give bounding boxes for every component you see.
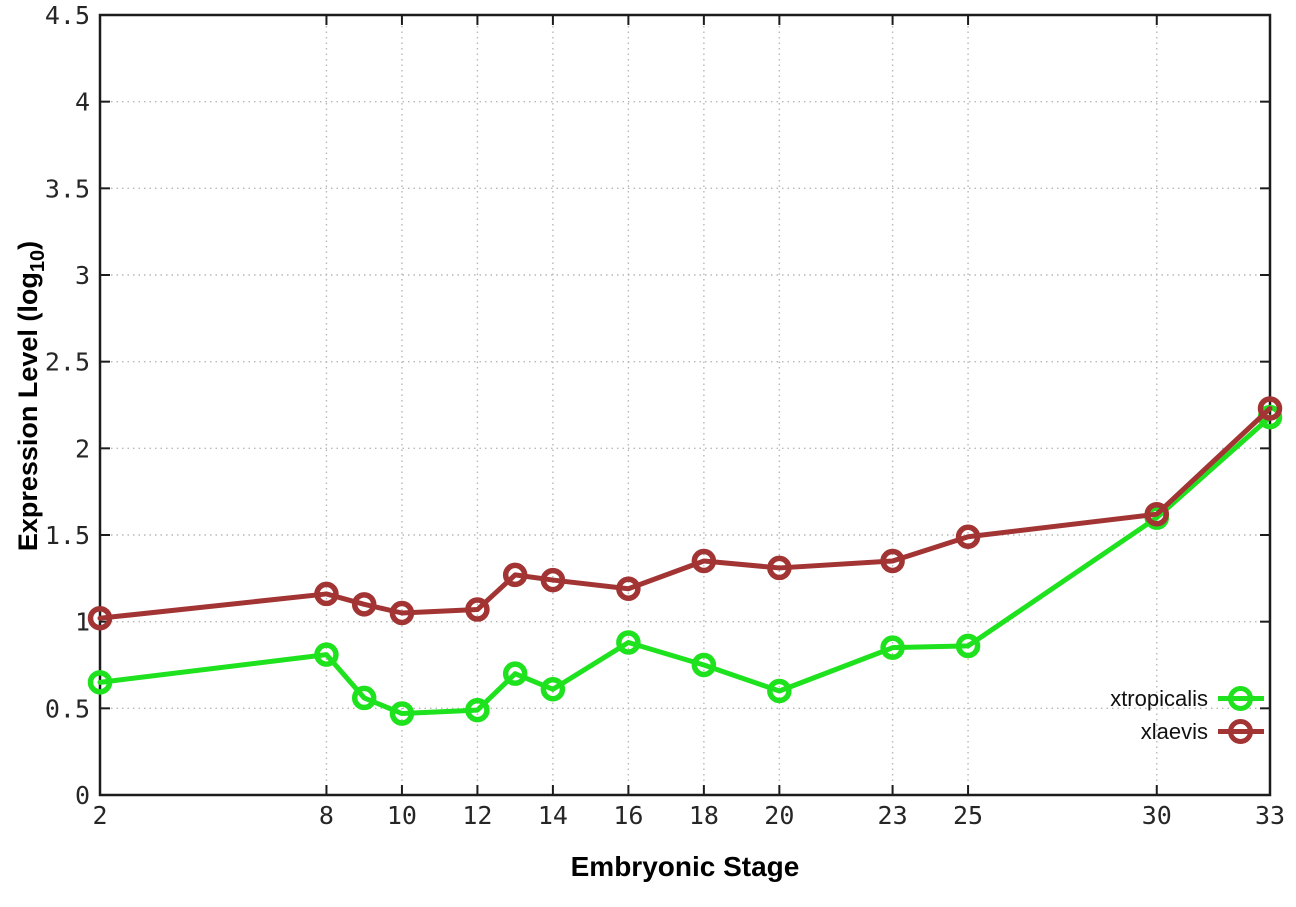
x-tick-label: 23	[878, 801, 908, 830]
series-xlaevis-marker	[540, 567, 566, 593]
y-tick-label: 2.5	[45, 348, 90, 377]
legend-item-xtropicalis: xtropicalis	[1110, 682, 1264, 715]
series-xlaevis-marker	[351, 592, 377, 617]
x-tick-label: 8	[319, 801, 334, 830]
series-xtropicalis-marker	[314, 642, 339, 667]
series-xtropicalis-marker	[351, 685, 377, 711]
series-xtropicalis-marker	[502, 661, 528, 686]
series-xlaevis-marker	[1257, 396, 1283, 421]
x-tick-label: 12	[462, 801, 492, 830]
y-tick-label: 3	[75, 261, 90, 290]
y-tick-label: 1.5	[45, 521, 90, 550]
series-xlaevis-marker	[465, 597, 490, 622]
series-xtropicalis-marker	[767, 678, 792, 704]
series-xlaevis-marker	[87, 605, 113, 631]
series-xlaevis-marker	[767, 555, 792, 581]
y-axis-label-text: Expression Level (log	[13, 272, 43, 552]
x-axis-label: Embryonic Stage	[570, 851, 800, 882]
x-tick-label: 16	[613, 801, 643, 830]
series-xtropicalis-marker	[540, 677, 566, 702]
y-tick-label: 0.5	[45, 694, 90, 723]
x-tick-label: 20	[764, 801, 794, 830]
x-tick-label: 30	[1142, 801, 1172, 830]
plot-border	[98, 13, 1272, 797]
series-xtropicalis-marker	[616, 630, 641, 655]
series-xtropicalis-marker	[87, 670, 113, 695]
series-xlaevis-marker	[955, 524, 981, 549]
legend-item-xlaevis: xlaevis	[1110, 715, 1264, 748]
x-tick-label: 25	[953, 801, 983, 830]
y-axis-label: Expression Level (log10)	[10, 196, 49, 596]
series-xlaevis-marker	[880, 548, 905, 574]
legend-label-xtropicalis: xtropicalis	[1110, 685, 1208, 711]
series-xlaevis-marker	[616, 576, 641, 601]
legend-marker-xlaevis-icon	[1218, 715, 1264, 748]
y-tick-label: 3.5	[45, 174, 90, 203]
legend-label-xlaevis: xlaevis	[1140, 718, 1208, 744]
series-xtropicalis-marker	[389, 701, 415, 726]
series-xtropicalis-marker	[691, 652, 717, 678]
series-xtropicalis-marker	[465, 697, 490, 723]
x-tick-label: 2	[92, 801, 107, 830]
legend-ring-sample	[1228, 718, 1253, 744]
y-axis-label-subscript: 10	[27, 249, 49, 273]
x-tick-label: 14	[538, 801, 568, 830]
x-tick-label: 18	[689, 801, 719, 830]
series-xlaevis-line	[97, 405, 1273, 621]
y-axis-label-close: )	[13, 240, 43, 250]
series-xtropicalis-marker	[880, 635, 905, 660]
series-xlaevis-marker	[502, 562, 528, 588]
y-tick-label: 2	[75, 434, 90, 463]
y-tick-label: 4	[75, 88, 90, 117]
y-tick-label: 0	[75, 781, 90, 810]
series-xlaevis-marker	[1144, 501, 1170, 527]
x-tick-label: 33	[1255, 801, 1285, 830]
series-xlaevis-marker	[314, 581, 339, 607]
series-xlaevis-marker	[389, 600, 415, 626]
series-xlaevis-marker	[691, 548, 717, 574]
y-tick-label: 1	[75, 608, 90, 637]
series-xtropicalis-marker	[955, 633, 981, 659]
y-tick-label: 4.5	[45, 1, 90, 30]
legend: xtropicalis xlaevis	[1110, 682, 1264, 748]
legend-marker-xtropicalis-icon	[1218, 682, 1264, 715]
legend-ring-sample	[1228, 685, 1253, 711]
x-tick-label: 10	[387, 801, 417, 830]
